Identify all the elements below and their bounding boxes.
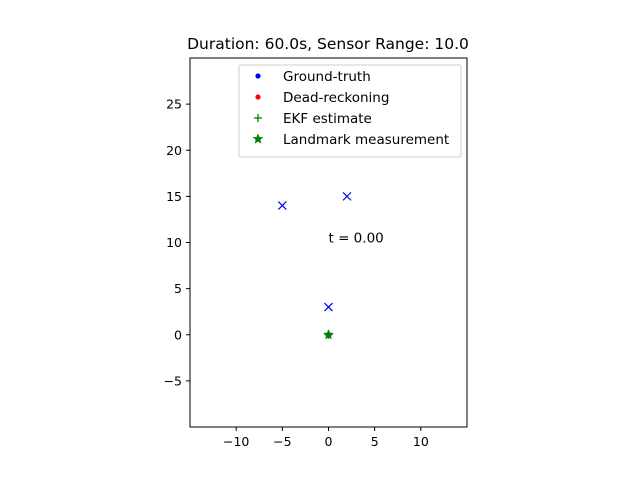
landmark-point xyxy=(277,201,287,211)
landmark-point xyxy=(324,302,333,312)
legend-marker-landmark-measurement xyxy=(252,133,264,144)
legend: Ground-truth Dead-reckoning EKF estimate La… xyxy=(238,64,462,158)
legend-marker-ekf-estimate xyxy=(254,114,262,122)
legend-label-ekf-estimate: EKF estimate xyxy=(283,111,372,127)
landmark-point xyxy=(342,191,352,201)
x-tick-label: −5 xyxy=(273,434,291,449)
chart-title: Duration: 60.0s, Sensor Range: 10.0 xyxy=(187,35,469,53)
landmark-point-b xyxy=(324,302,333,312)
x-tick-label: 10 xyxy=(413,434,429,449)
legend-label-landmark-measurement: Landmark measurement xyxy=(283,132,449,148)
y-tick-label: 15 xyxy=(166,189,182,204)
landmark-point-b xyxy=(277,201,287,211)
plot-area: −10 −5 0 5 10 −5 0 5 10 15 20 25 t = 0.00 xyxy=(164,57,468,449)
y-tick-label: 25 xyxy=(166,97,182,112)
x-tick-label: −10 xyxy=(223,434,249,449)
legend-marker-ground-truth xyxy=(255,73,261,79)
y-tick-label: 10 xyxy=(166,235,182,250)
landmark-point-b xyxy=(342,191,352,201)
legend-label-ground-truth: Ground-truth xyxy=(283,69,371,85)
y-tick-label: 5 xyxy=(174,281,182,296)
landmark-measurement-point xyxy=(323,329,334,340)
x-tick-label: 5 xyxy=(371,434,379,449)
y-tick-label: 0 xyxy=(174,327,182,342)
y-tick-label: −5 xyxy=(164,373,182,388)
y-tick-label: 20 xyxy=(166,143,182,158)
x-tick-label: 0 xyxy=(325,434,333,449)
legend-box xyxy=(238,64,462,158)
legend-label-dead-reckoning: Dead-reckoning xyxy=(283,90,389,106)
legend-marker-dead-reckoning xyxy=(255,94,261,100)
time-annotation: t = 0.00 xyxy=(329,231,384,247)
